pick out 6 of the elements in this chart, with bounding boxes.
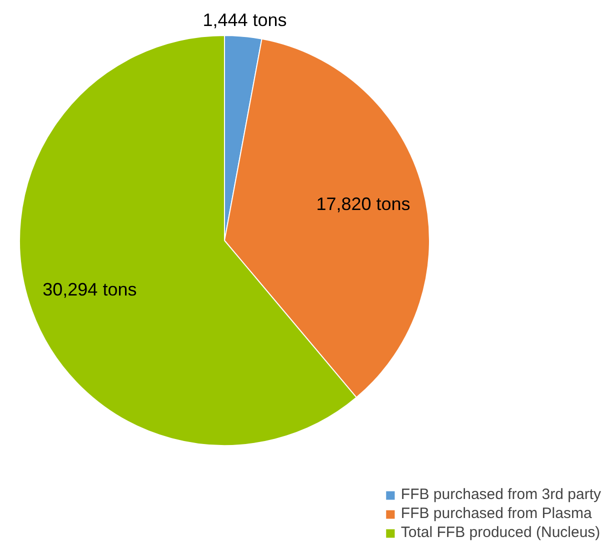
data-label: 30,294 tons [42,280,137,300]
legend-label: Total FFB produced (Nucleus) [400,524,600,541]
data-label: 1,444 tons [202,10,287,30]
legend-label: FFB purchased from Plasma [400,505,592,522]
data-label: 17,820 tons [316,194,410,214]
legend-label: FFB purchased from 3rd party [400,486,601,503]
